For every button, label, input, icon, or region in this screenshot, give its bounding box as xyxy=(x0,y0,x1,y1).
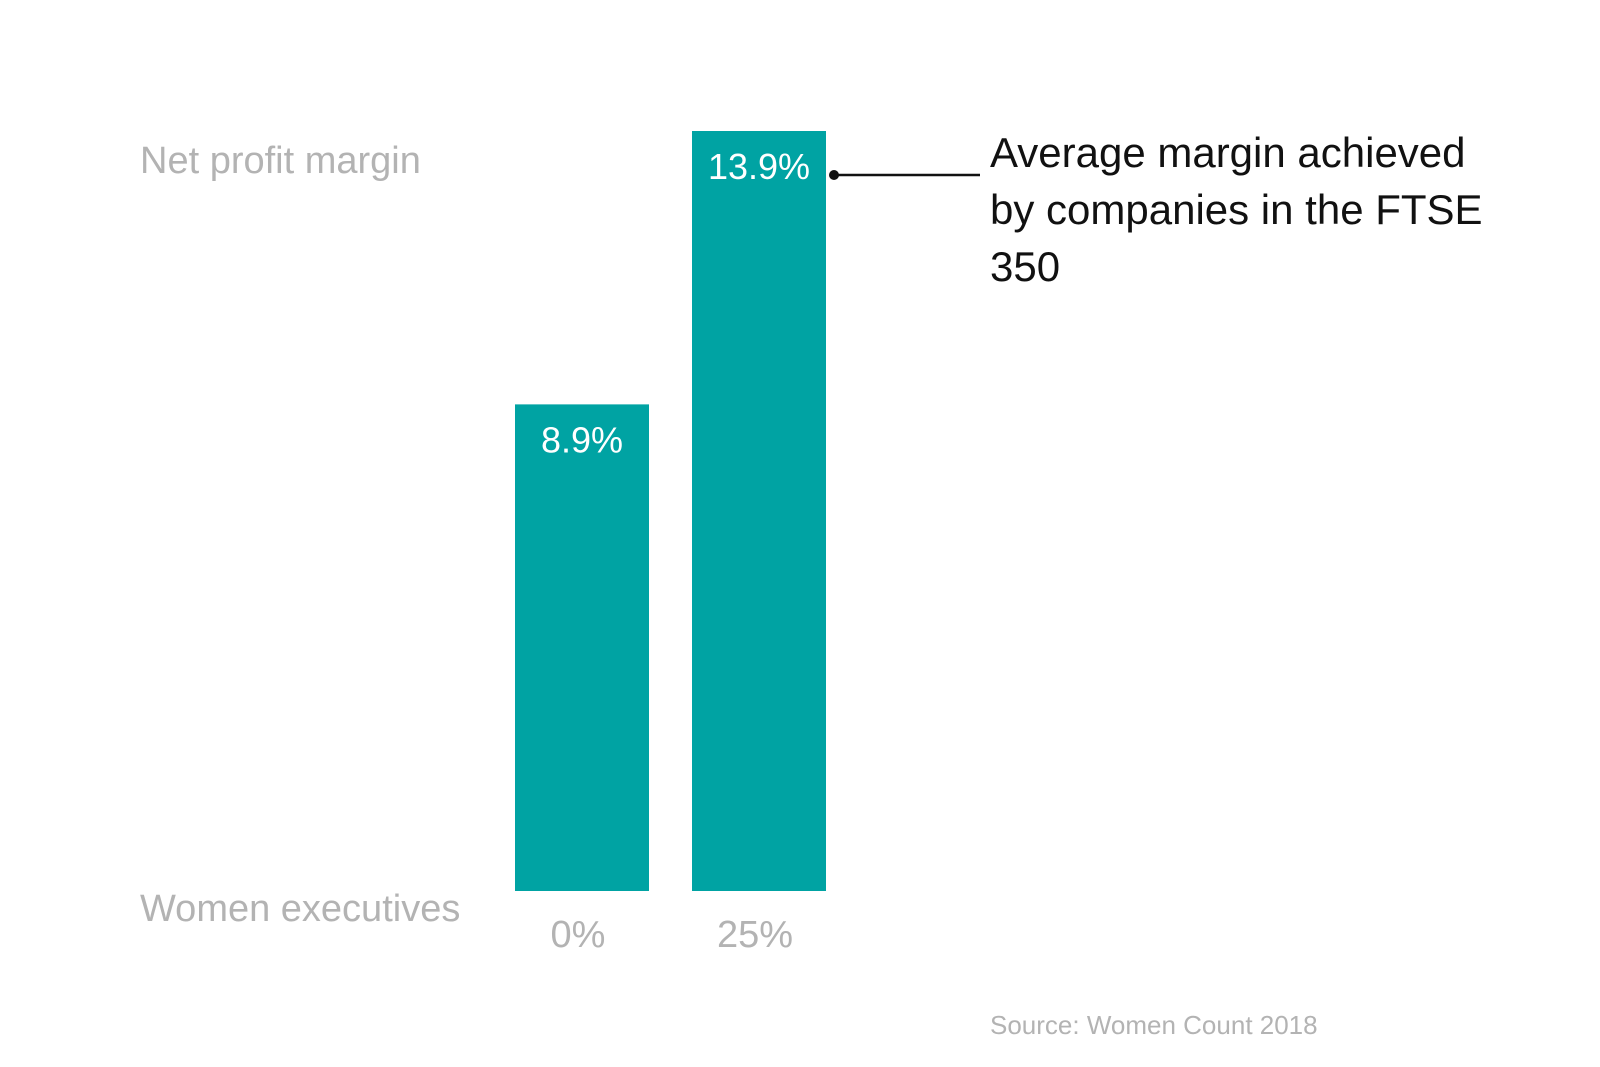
source-note: Source: Women Count 2018 xyxy=(990,1010,1318,1040)
x-axis-label: Women executives xyxy=(140,888,461,930)
annotation-text: Average margin achieved by companies in … xyxy=(990,129,1483,290)
bar-1 xyxy=(692,131,826,891)
data-label-0: 8.9% xyxy=(541,419,623,460)
y-axis-label: Net profit margin xyxy=(140,140,421,182)
x-tick-label-1: 25% xyxy=(717,914,793,956)
x-tick-label-0: 0% xyxy=(551,914,606,956)
data-label-1: 13.9% xyxy=(708,146,810,187)
bar-0 xyxy=(515,404,649,891)
